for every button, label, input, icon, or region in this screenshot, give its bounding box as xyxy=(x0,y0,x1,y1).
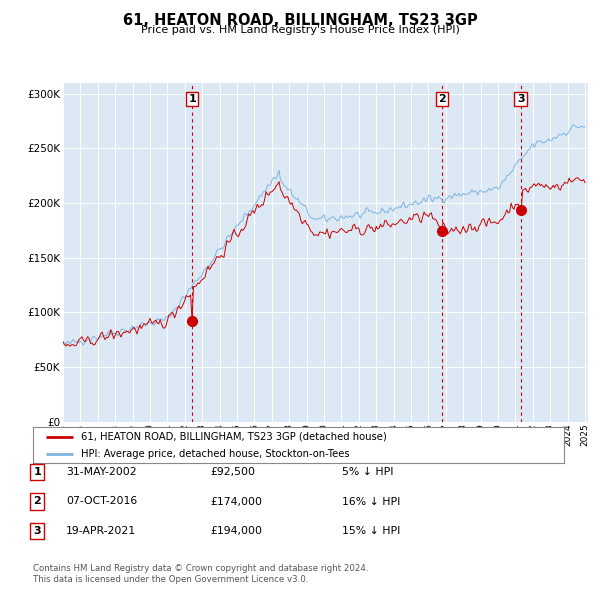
Text: 2: 2 xyxy=(34,497,41,506)
Text: 1: 1 xyxy=(188,94,196,104)
Text: 61, HEATON ROAD, BILLINGHAM, TS23 3GP: 61, HEATON ROAD, BILLINGHAM, TS23 3GP xyxy=(122,13,478,28)
Text: £92,500: £92,500 xyxy=(210,467,255,477)
Text: 3: 3 xyxy=(517,94,524,104)
Text: 5% ↓ HPI: 5% ↓ HPI xyxy=(342,467,394,477)
Text: 61, HEATON ROAD, BILLINGHAM, TS23 3GP (detached house): 61, HEATON ROAD, BILLINGHAM, TS23 3GP (d… xyxy=(81,432,386,442)
Text: £194,000: £194,000 xyxy=(210,526,262,536)
Text: 15% ↓ HPI: 15% ↓ HPI xyxy=(342,526,400,536)
Text: 07-OCT-2016: 07-OCT-2016 xyxy=(66,497,137,506)
Text: 1: 1 xyxy=(34,467,41,477)
Text: £174,000: £174,000 xyxy=(210,497,262,506)
Text: This data is licensed under the Open Government Licence v3.0.: This data is licensed under the Open Gov… xyxy=(33,575,308,584)
Text: 2: 2 xyxy=(438,94,446,104)
Text: 19-APR-2021: 19-APR-2021 xyxy=(66,526,136,536)
Text: Price paid vs. HM Land Registry's House Price Index (HPI): Price paid vs. HM Land Registry's House … xyxy=(140,25,460,35)
Text: Contains HM Land Registry data © Crown copyright and database right 2024.: Contains HM Land Registry data © Crown c… xyxy=(33,565,368,573)
Text: 16% ↓ HPI: 16% ↓ HPI xyxy=(342,497,400,506)
Text: 3: 3 xyxy=(34,526,41,536)
Text: 31-MAY-2002: 31-MAY-2002 xyxy=(66,467,137,477)
Text: HPI: Average price, detached house, Stockton-on-Tees: HPI: Average price, detached house, Stoc… xyxy=(81,449,349,459)
